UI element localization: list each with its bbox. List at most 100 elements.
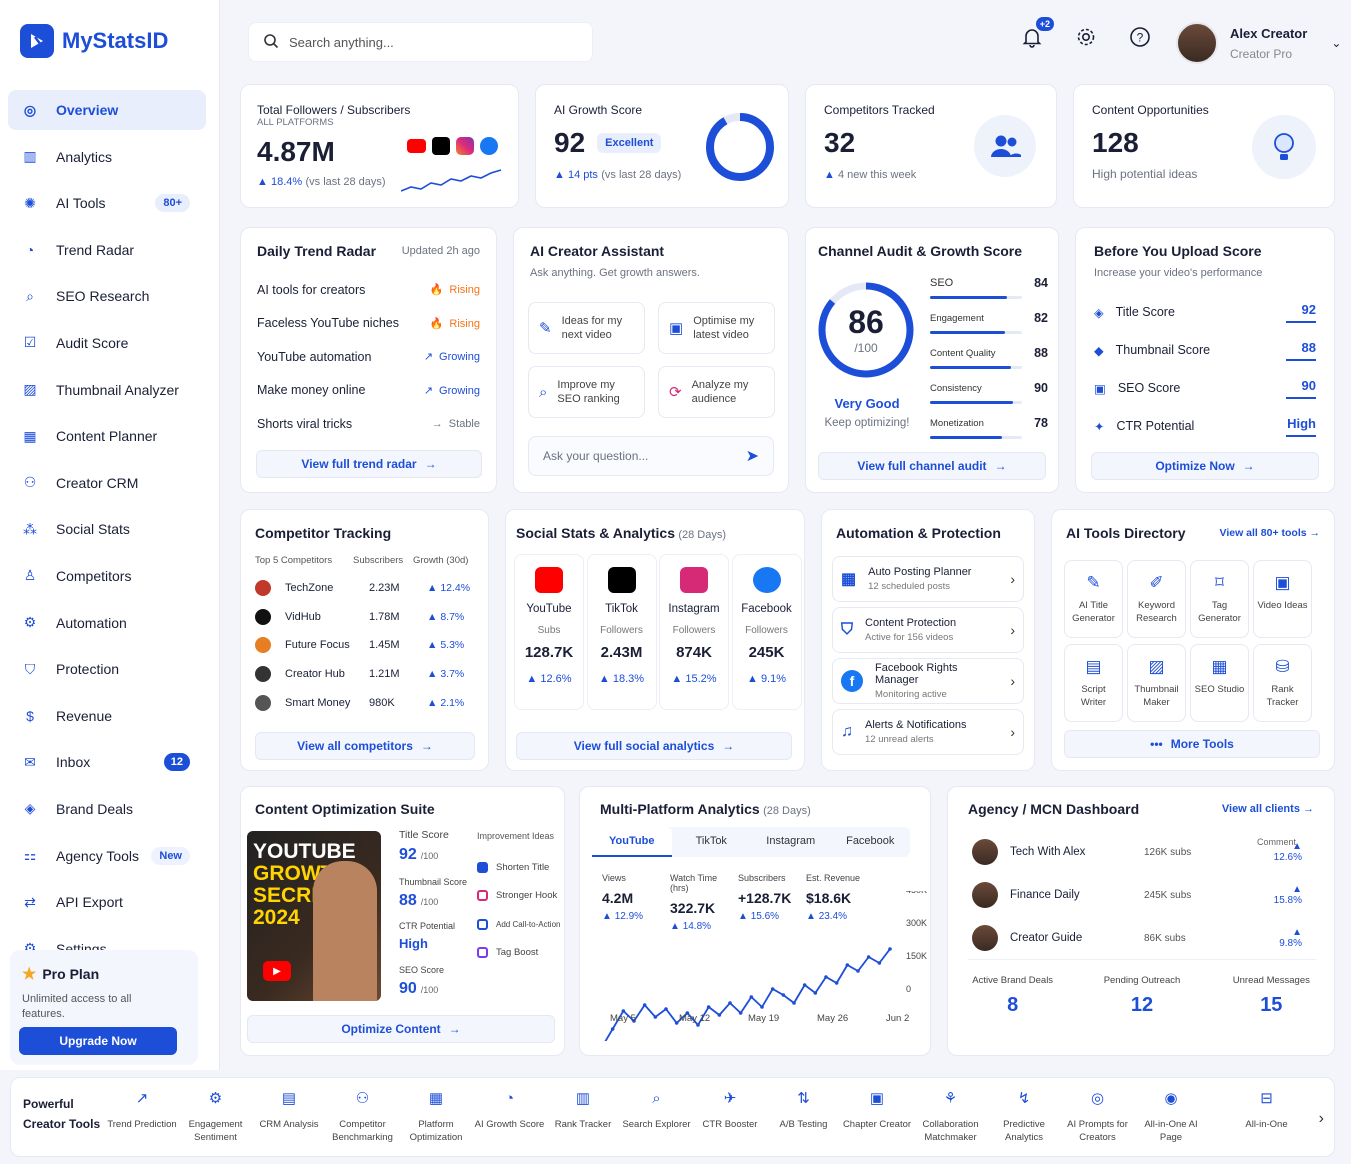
improvement-idea[interactable]: Tag Boost [477, 939, 560, 968]
social-tile-youtube[interactable]: YouTube Subs 128.7K ▲ 12.6% [514, 554, 584, 710]
sidebar-item-revenue[interactable]: $ Revenue [8, 696, 206, 736]
sidebar-item-analytics[interactable]: ▥ Analytics [8, 137, 206, 177]
ai-tool-tag-generator[interactable]: ⌑ Tag Generator [1190, 560, 1249, 638]
sidebar-item-thumbnail-analyzer[interactable]: ▨ Thumbnail Analyzer [8, 370, 206, 410]
ai-tool-rank-tracker[interactable]: ⛁ Rank Tracker [1253, 644, 1312, 722]
tool-ctr-booster[interactable]: ✈ CTR Booster [695, 1091, 765, 1131]
improvement-idea[interactable]: Add Call-to-Action [477, 910, 560, 939]
competitor-row[interactable]: TechZone 2.23M ▲ 12.4% [255, 574, 474, 603]
user-menu[interactable]: Alex Creator Creator Pro ⌄ [1176, 22, 1341, 64]
tool-a-b-testing[interactable]: ⇅ A/B Testing [769, 1091, 839, 1131]
tool-chapter-creator[interactable]: ▣ Chapter Creator [842, 1091, 912, 1131]
agency-client-row[interactable]: Finance Daily 245K subs ▲ 15.8% [972, 880, 1302, 910]
search-input[interactable]: Search anything... [289, 34, 394, 50]
social-tile-instagram[interactable]: Instagram Followers 874K ▲ 15.2% [659, 554, 729, 710]
sidebar-item-overview[interactable]: ◎ Overview [8, 90, 206, 130]
sidebar-item-brand-deals[interactable]: ◈ Brand Deals [8, 789, 206, 829]
tool-competitor-benchmarking[interactable]: ⚇ Competitor Benchmarking [328, 1091, 398, 1144]
ai-tool-ai-title-generator[interactable]: ✎ AI Title Generator [1064, 560, 1123, 638]
ai-tool-video-ideas[interactable]: ▣ Video Ideas [1253, 560, 1312, 638]
competitor-row[interactable]: Smart Money 980K ▲ 2.1% [255, 688, 474, 717]
sidebar-item-api-export[interactable]: ⇄ API Export [8, 882, 206, 922]
optimize-now-button[interactable]: Optimize Now → [1091, 452, 1319, 480]
sidebar-item-automation[interactable]: ⚙ Automation [8, 603, 206, 643]
trend-item[interactable]: Shorts viral tricks → Stable [257, 407, 480, 441]
sidebar-item-agency-tools[interactable]: ⚏ Agency Tools New [8, 836, 206, 876]
more-tools-button[interactable]: ••• More Tools [1064, 730, 1320, 758]
upload-item[interactable]: ◆ Thumbnail Score 88 [1094, 331, 1316, 369]
ai-tool-script-writer[interactable]: ▤ Script Writer [1064, 644, 1123, 722]
tool-search-explorer[interactable]: ⌕ Search Explorer [622, 1091, 692, 1131]
sidebar-item-audit-score[interactable]: ☑ Audit Score [8, 323, 206, 363]
tab-facebook[interactable]: Facebook [831, 827, 911, 857]
upload-item[interactable]: ▣ SEO Score 90 [1094, 369, 1316, 407]
automation-item[interactable]: ⛉ Content Protection Active for 156 videos… [832, 607, 1024, 653]
automation-item[interactable]: ♫ Alerts & Notifications 12 unread alerts › [832, 709, 1024, 755]
tab-instagram[interactable]: Instagram [751, 827, 831, 857]
upload-item[interactable]: ◈ Title Score 92 [1094, 293, 1316, 331]
tool-platform-optimization[interactable]: ▦ Platform Optimization [401, 1091, 471, 1144]
tool-crm-analysis[interactable]: ▤ CRM Analysis [254, 1091, 324, 1131]
sidebar-item-social-stats[interactable]: ⁂ Social Stats [8, 509, 206, 549]
ai-tool-seo-studio[interactable]: ▦ SEO Studio [1190, 644, 1249, 722]
help-icon[interactable]: ? [1128, 25, 1152, 49]
ai-tool-keyword-research[interactable]: ✐ Keyword Research [1127, 560, 1186, 638]
competitor-row[interactable]: Creator Hub 1.21M ▲ 3.7% [255, 660, 474, 689]
improvement-idea[interactable]: Stronger Hook [477, 882, 560, 911]
ask-question-input[interactable]: Ask your question... ➤ [528, 436, 774, 476]
view-trend-radar-button[interactable]: View full trend radar → [256, 450, 482, 478]
tab-youtube[interactable]: YouTube [592, 827, 672, 857]
assistant-action-3[interactable]: ⌕ Improve my SEO ranking [528, 366, 645, 418]
view-channel-audit-button[interactable]: View full channel audit → [818, 452, 1046, 480]
send-icon[interactable]: ➤ [745, 448, 759, 465]
optimize-content-button[interactable]: Optimize Content → [247, 1015, 555, 1043]
bell-icon[interactable]: +2 [1020, 17, 1054, 49]
tab-tiktok[interactable]: TikTok [672, 827, 752, 857]
sidebar-item-trend-radar[interactable]: ◔ Trend Radar [8, 230, 206, 270]
automation-item[interactable]: ▦ Auto Posting Planner 12 scheduled posts › [832, 556, 1024, 602]
search-bar[interactable]: Search anything... [248, 22, 593, 62]
trend-item[interactable]: Make money online ↗ Growing [257, 374, 480, 408]
ai-tool-thumbnail-maker[interactable]: ▨ Thumbnail Maker [1127, 644, 1186, 722]
sidebar-item-competitors[interactable]: ♙ Competitors [8, 556, 206, 596]
competitor-row[interactable]: Future Focus 1.45M ▲ 5.3% [255, 631, 474, 660]
chevron-right-icon[interactable]: › [1318, 1110, 1324, 1127]
logo[interactable]: MyStatsID [20, 24, 168, 58]
sidebar-item-inbox[interactable]: ✉ Inbox 12 [8, 742, 206, 782]
tool-trend-prediction[interactable]: ↗ Trend Prediction [107, 1091, 177, 1131]
social-tile-facebook[interactable]: Facebook Followers 245K ▲ 9.1% [731, 554, 802, 710]
agency-client-row[interactable]: Creator Guide 86K subs ▲ 9.8% [972, 923, 1302, 953]
video-thumbnail[interactable]: YOUTUBE GROWTH SECRETS 2024 ▶ [247, 831, 381, 1001]
sidebar-item-ai-tools[interactable]: ✺ AI Tools 80+ [8, 183, 206, 223]
tool-engagement-sentiment[interactable]: ⚙ Engagement Sentiment [181, 1091, 251, 1144]
tool-ai-growth-score[interactable]: ◔ AI Growth Score [475, 1091, 545, 1131]
competitor-row[interactable]: VidHub 1.78M ▲ 8.7% [255, 603, 474, 632]
sidebar-item-protection[interactable]: ⛉ Protection [8, 649, 206, 689]
tool-all-in-one[interactable]: ⊟ All-in-One [1232, 1091, 1302, 1131]
gear-icon[interactable] [1074, 25, 1098, 49]
social-tile-tiktok[interactable]: TikTok Followers 2.43M ▲ 18.3% [586, 554, 657, 710]
tool-predictive-analytics[interactable]: ↯ Predictive Analytics [989, 1091, 1059, 1144]
view-all-tools-link[interactable]: View all 80+ tools → [1219, 527, 1320, 539]
tool-rank-tracker[interactable]: ▥ Rank Tracker [548, 1091, 618, 1131]
assistant-action-1[interactable]: ✎ Ideas for my next video [528, 302, 645, 354]
upload-item[interactable]: ✦ CTR Potential High [1094, 407, 1316, 445]
trend-item[interactable]: Faceless YouTube niches 🔥 Rising [257, 307, 480, 341]
view-all-competitors-button[interactable]: View all competitors → [255, 732, 475, 760]
agency-client-row[interactable]: Tech With Alex 126K subs ▲ 12.6% [972, 837, 1302, 867]
chevron-down-icon[interactable]: ⌄ [1331, 36, 1342, 50]
sidebar-item-seo-research[interactable]: ⌕ SEO Research [8, 276, 206, 316]
upgrade-button[interactable]: Upgrade Now [19, 1027, 177, 1055]
trend-item[interactable]: YouTube automation ↗ Growing [257, 340, 480, 374]
view-all-clients-link[interactable]: View all clients → [1221, 803, 1314, 815]
automation-item[interactable]: f Facebook Rights Manager Monitoring activ… [832, 658, 1024, 704]
tool-collaboration-matchmaker[interactable]: ⚘ Collaboration Matchmaker [916, 1091, 986, 1144]
assistant-action-4[interactable]: ⟳ Analyze my audience [658, 366, 775, 418]
assistant-action-2[interactable]: ▣ Optimise my latest video [658, 302, 775, 354]
trend-item[interactable]: AI tools for creators 🔥 Rising [257, 273, 480, 307]
sidebar-item-content-planner[interactable]: ▦ Content Planner [8, 416, 206, 456]
sidebar-item-creator-crm[interactable]: ⚇ Creator CRM [8, 463, 206, 503]
tool-ai-prompts-for-creators[interactable]: ◎ AI Prompts for Creators [1063, 1091, 1133, 1144]
tool-all-in-one-ai-page[interactable]: ◉ All-in-One AI Page [1136, 1091, 1206, 1144]
improvement-idea[interactable]: Shorten Title [477, 853, 560, 882]
